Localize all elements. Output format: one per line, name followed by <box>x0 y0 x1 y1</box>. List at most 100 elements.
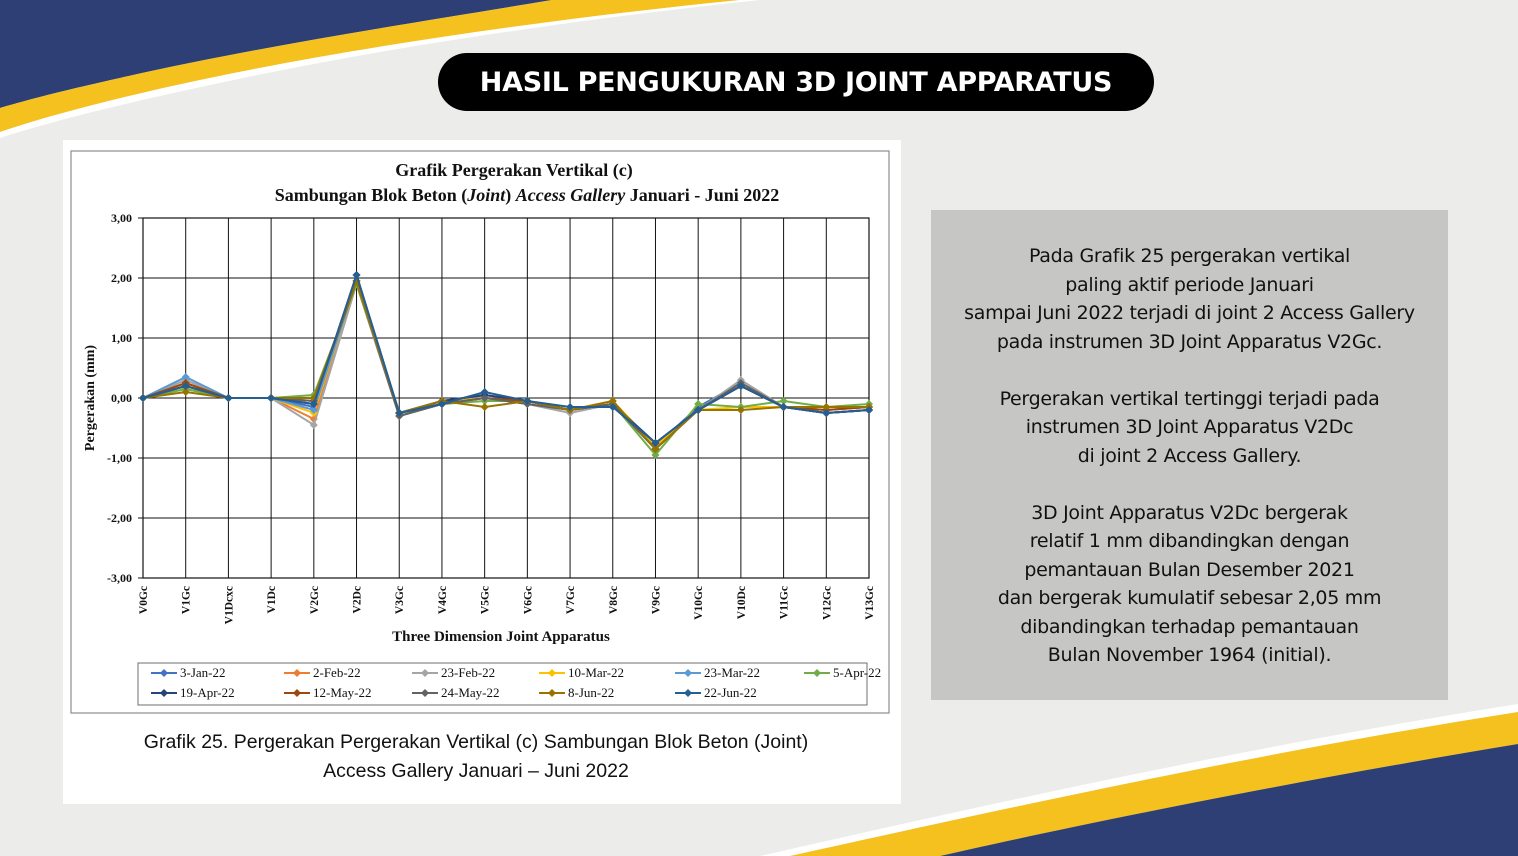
data-point <box>480 394 489 402</box>
summary-line: dan bergerak kumulatif sebesar 2,05 mm <box>997 587 1382 609</box>
x-tick-label: V4Gc <box>437 586 449 614</box>
data-point <box>608 403 617 411</box>
summary-line: paling aktif periode Januari <box>1065 273 1314 296</box>
top-left-navy-swoosh <box>0 0 552 108</box>
legend-label: 10-Mar-22 <box>568 665 624 680</box>
legend-marker <box>160 669 168 677</box>
data-point <box>309 406 318 414</box>
legend-box <box>137 662 868 706</box>
summary-paragraph: Pergerakan vertikal tertinggi terjadi pa… <box>931 385 1448 471</box>
bottom-right-gold-swoosh <box>790 712 1518 856</box>
data-point <box>480 388 489 396</box>
y-tick-label: -3,00 <box>107 571 132 585</box>
x-tick-label: V1Gc <box>181 586 193 614</box>
y-tick-label: 1,00 <box>111 331 132 345</box>
summary-line: relatif 1 mm dibandingkan dengan <box>1029 530 1350 552</box>
chart-caption: Grafik 25. Pergerakan Pergerakan Vertika… <box>63 728 889 786</box>
legend-item: 10-Mar-22 <box>539 665 624 680</box>
slide-title: HASIL PENGUKURAN 3D JOINT APPARATUS <box>438 53 1154 111</box>
legend-item: 23-Feb-22 <box>412 665 495 680</box>
summary-text-box: Pada Grafik 25 pergerakan vertikal palin… <box>931 210 1448 700</box>
chart-frame <box>70 150 890 714</box>
data-point <box>395 409 404 417</box>
data-point <box>309 415 318 423</box>
x-tick-label: V1Dc <box>266 586 278 613</box>
x-tick-label: V13Gc <box>864 586 876 620</box>
legend-item: 22-Jun-22 <box>675 685 757 700</box>
x-tick-label: V6Gc <box>522 586 534 614</box>
data-point <box>779 403 788 411</box>
legend-item: 12-May-22 <box>284 685 372 700</box>
series-22-Jun-22 <box>139 271 873 447</box>
legend-marker <box>548 689 556 697</box>
legend-item: 2-Feb-22 <box>284 665 361 680</box>
chart-title-part: Access Gallery <box>515 185 626 205</box>
data-point <box>566 403 575 411</box>
chart-caption-line: Access Gallery Januari – Juni 2022 <box>323 760 629 782</box>
chart-title-part: Joint <box>466 185 506 205</box>
legend-item: 5-Apr-22 <box>804 665 881 680</box>
legend-label: 23-Feb-22 <box>441 665 495 680</box>
chart-title-part: Sambungan Blok Beton ( <box>275 185 468 206</box>
data-point <box>309 394 318 402</box>
data-point <box>181 373 190 381</box>
vertical-movement-chart: Grafik Pergerakan Vertikal (c) Sambungan… <box>70 150 890 714</box>
chart-panel: Grafik Pergerakan Vertikal (c) Sambungan… <box>63 140 901 804</box>
summary-paragraph: Pada Grafik 25 pergerakan vertikal palin… <box>931 242 1448 356</box>
y-tick-label: 0,00 <box>111 391 132 405</box>
data-point <box>139 394 147 402</box>
data-point <box>736 382 745 390</box>
x-tick-label: V9Gc <box>650 586 662 614</box>
legend-item: 8-Jun-22 <box>539 685 614 700</box>
chart-title-line1: Grafik Pergerakan Vertikal (c) <box>395 160 632 181</box>
legend-item: 19-Apr-22 <box>151 685 235 700</box>
summary-line: Bulan November 1964 (initial). <box>1047 644 1332 666</box>
x-tick-label: V11Gc <box>779 586 791 619</box>
summary-line: Pada Grafik 25 pergerakan vertikal <box>1028 245 1351 267</box>
chart-title-line2: Sambungan Blok Beton (Joint) Access Gall… <box>275 185 780 206</box>
x-tick-label: V3Gc <box>394 586 406 614</box>
legend-marker <box>548 669 556 677</box>
bottom-right-white-band <box>760 704 1518 856</box>
summary-line: pemantauan Bulan Desember 2021 <box>1024 558 1355 581</box>
summary-line: 3D Joint Apparatus V2Dc bergerak <box>1031 501 1348 524</box>
data-point <box>865 406 873 414</box>
legend-marker <box>684 669 692 677</box>
summary-line: instrumen 3D Joint Apparatus V2Dc <box>1025 416 1354 438</box>
data-point <box>694 406 703 414</box>
legend-label: 12-May-22 <box>313 685 372 700</box>
summary-line: sampai Juni 2022 terjadi di joint 2 Acce… <box>964 302 1415 324</box>
y-tick-label: 3,00 <box>111 211 132 225</box>
data-point <box>309 421 318 429</box>
legend-label: 19-Apr-22 <box>180 685 235 700</box>
data-point <box>437 400 446 408</box>
x-tick-label: V10Dc <box>736 586 748 619</box>
plot-area: 3,00 2,00 1,00 0,00 -1,00 -2,00 -3,00 V0Gc V1Gc V… <box>107 211 876 624</box>
data-point <box>608 397 617 405</box>
chart-legend: 3-Jan-22 2-Feb-22 23-Feb-22 10-Mar-22 23-Mar… <box>151 665 881 700</box>
legend-item: 23-Mar-22 <box>675 665 760 680</box>
legend-item: 3-Jan-22 <box>151 665 226 680</box>
legend-item: 24-May-22 <box>412 685 500 700</box>
data-point <box>822 403 831 411</box>
data-point <box>651 439 660 447</box>
data-point <box>181 388 190 396</box>
legend-label: 23-Mar-22 <box>704 665 760 680</box>
legend-marker <box>293 689 301 697</box>
legend-label: 24-May-22 <box>441 685 500 700</box>
chart-x-axis-label: Three Dimension Joint Apparatus <box>392 629 610 645</box>
bottom-right-navy-swoosh <box>940 744 1518 856</box>
data-point <box>480 403 489 411</box>
x-tick-label: V10Gc <box>693 586 705 620</box>
x-tick-label: V12Gc <box>821 586 833 620</box>
data-point <box>181 382 190 390</box>
chart-title-part: Januari - Juni 2022 <box>625 185 779 205</box>
summary-line: dibandingkan terhadap pemantauan <box>1020 615 1359 638</box>
data-point <box>651 445 660 453</box>
chart-caption-line: Grafik 25. Pergerakan Pergerakan Vertika… <box>143 731 809 753</box>
legend-marker <box>421 669 429 677</box>
y-tick-label: -2,00 <box>107 511 132 525</box>
data-point <box>309 400 318 408</box>
x-tick-label: V2Gc <box>309 586 321 614</box>
